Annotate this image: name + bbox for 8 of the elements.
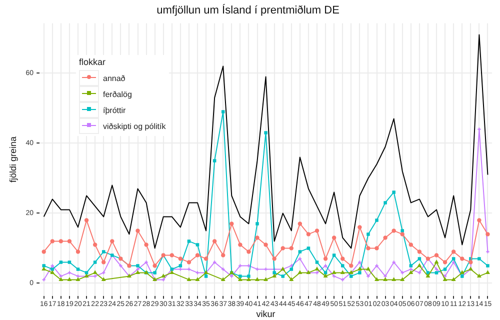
- y-axis-title: fjöldi greina: [8, 136, 18, 183]
- x-axis-title: vikur: [256, 309, 276, 320]
- chart-title: umfjöllun um Ísland í prentmiðlum DE: [156, 4, 340, 17]
- legend-label: annað: [103, 74, 126, 82]
- legend-label: íþróttir: [103, 106, 126, 114]
- legend-label: viðskipti og pólitík: [103, 122, 166, 130]
- legend-label: ferðalög: [103, 90, 132, 98]
- legend-title: flokkar: [79, 57, 107, 67]
